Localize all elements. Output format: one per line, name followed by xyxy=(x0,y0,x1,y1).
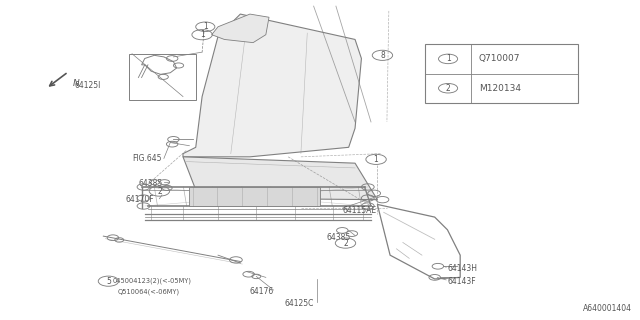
Text: Q710007: Q710007 xyxy=(479,54,520,63)
Text: 8: 8 xyxy=(380,51,385,60)
Polygon shape xyxy=(189,187,320,206)
Polygon shape xyxy=(212,14,269,43)
Text: N: N xyxy=(73,79,80,88)
Text: Q510064(<-06MY): Q510064(<-06MY) xyxy=(118,288,180,295)
Text: 1: 1 xyxy=(203,22,207,31)
Text: FIG.645: FIG.645 xyxy=(132,154,161,163)
Text: 64115AE: 64115AE xyxy=(342,206,376,215)
Bar xyxy=(129,54,196,100)
Text: 64143H: 64143H xyxy=(447,264,477,273)
Bar xyxy=(425,44,578,103)
Text: 5: 5 xyxy=(106,277,111,286)
Text: 1: 1 xyxy=(445,54,451,63)
Polygon shape xyxy=(183,157,378,200)
Text: 2: 2 xyxy=(445,84,451,93)
Text: 64143F: 64143F xyxy=(447,277,476,286)
Text: 64385: 64385 xyxy=(138,179,163,188)
Text: 64125I: 64125I xyxy=(75,81,101,90)
Text: 64176: 64176 xyxy=(250,287,274,296)
Text: 64125C: 64125C xyxy=(285,299,314,308)
Text: 2: 2 xyxy=(343,239,348,248)
Polygon shape xyxy=(183,14,362,157)
Text: 1: 1 xyxy=(200,30,205,39)
Text: 045004123(2)(<-05MY): 045004123(2)(<-05MY) xyxy=(113,278,192,284)
Text: 1: 1 xyxy=(374,155,378,164)
Text: 2: 2 xyxy=(157,187,162,196)
Text: M120134: M120134 xyxy=(479,84,521,93)
Text: A640001404: A640001404 xyxy=(583,304,632,313)
Text: 64170F: 64170F xyxy=(125,195,154,204)
Text: 64385: 64385 xyxy=(326,233,351,242)
